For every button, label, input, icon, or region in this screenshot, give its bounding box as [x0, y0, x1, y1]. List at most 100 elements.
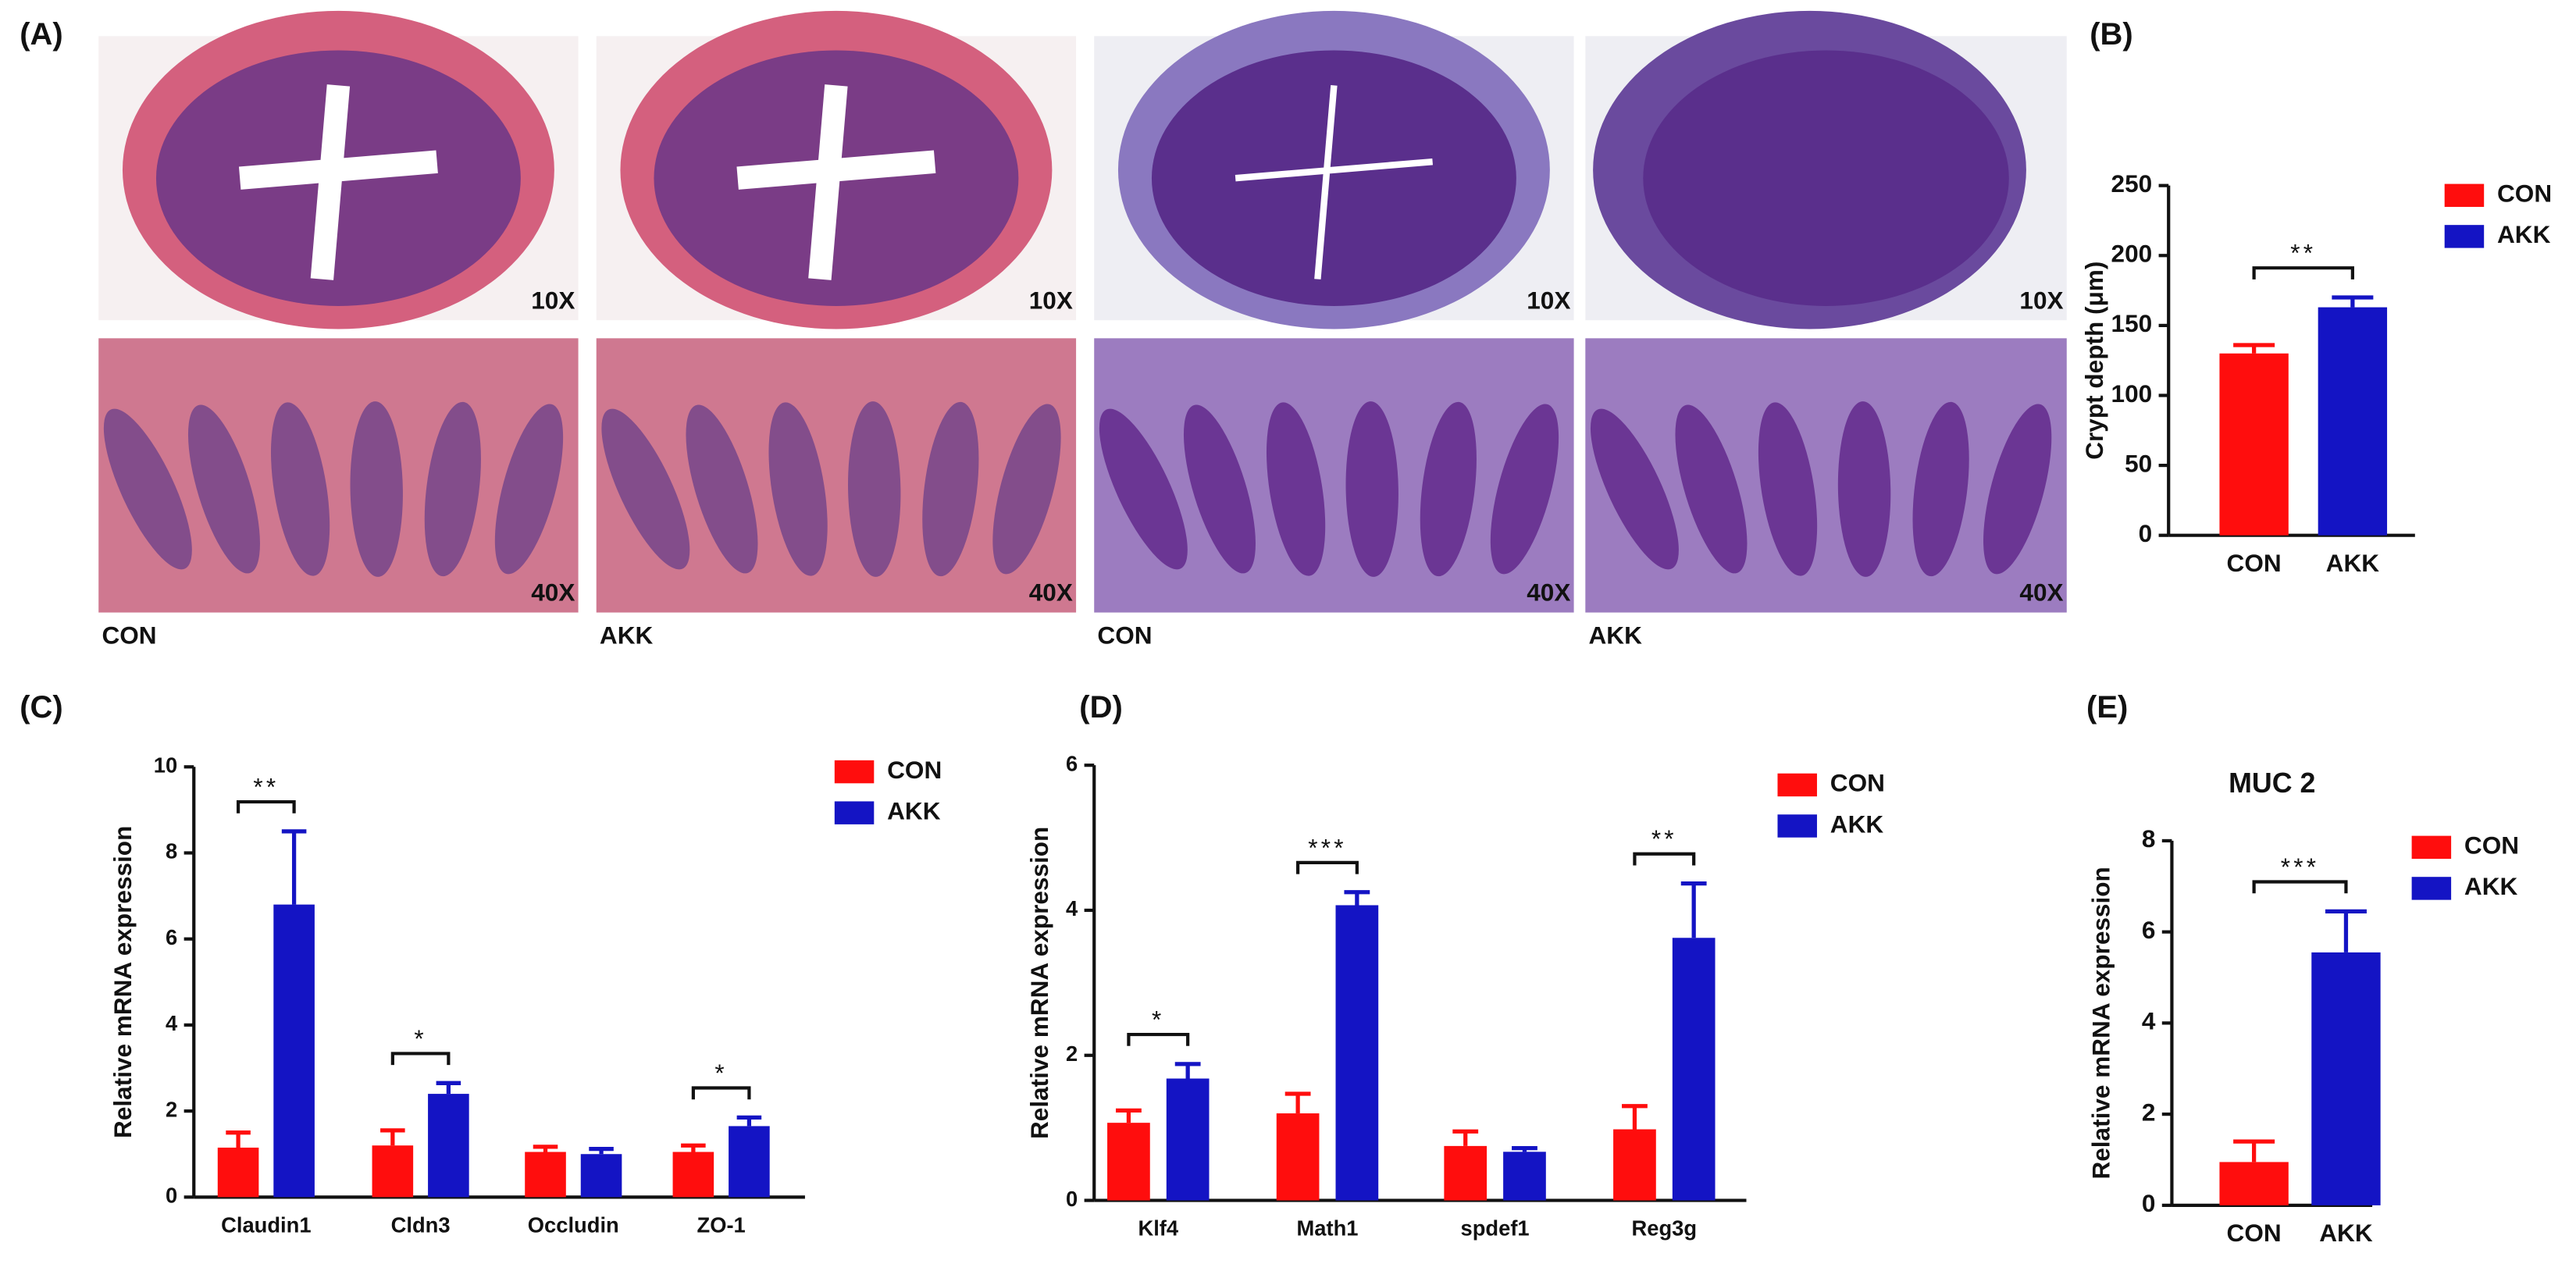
bar: [1335, 905, 1379, 1201]
x-tick-label: Reg3g: [1632, 1216, 1698, 1241]
bar: [525, 1152, 566, 1198]
histology-image: [1585, 338, 2067, 613]
error-bar: [436, 1081, 461, 1095]
panel-label: (A): [20, 17, 62, 52]
bar: [1613, 1129, 1656, 1201]
bar: [1166, 1078, 1210, 1201]
error-bar: [2325, 909, 2367, 952]
error-bar: [226, 1130, 251, 1148]
bar: [1672, 938, 1716, 1201]
bar: [580, 1154, 622, 1198]
legend-label: AKK: [1830, 810, 1884, 838]
group-label: CON: [102, 621, 156, 649]
gland: [601, 408, 690, 570]
histology-image: [98, 338, 579, 613]
bar: [217, 1147, 259, 1198]
y-tick-label: 6: [1066, 751, 1078, 775]
gland: [848, 401, 901, 577]
legend-label: AKK: [2464, 872, 2518, 900]
gland: [424, 401, 481, 577]
group-label: AKK: [600, 621, 654, 649]
legend-swatch: [2444, 225, 2485, 248]
error-bar: [1284, 1091, 1311, 1114]
magnification-label: 10X: [2019, 286, 2063, 314]
significance-label: **: [1651, 824, 1677, 853]
legend-label: CON: [887, 756, 942, 784]
histology-image: [1094, 338, 1574, 613]
x-tick-label: AKK: [2326, 549, 2380, 577]
x-tick-label: CON: [2227, 549, 2282, 577]
magnification-label: 10X: [531, 286, 575, 314]
legend-swatch: [2411, 835, 2452, 860]
legend-swatch: [2411, 877, 2452, 900]
y-tick-label: 10: [154, 753, 177, 777]
gland: [686, 404, 758, 574]
y-tick-label: 0: [1066, 1187, 1078, 1211]
significance-bracket: [1127, 1032, 1190, 1046]
gland: [1183, 404, 1256, 574]
y-axis-label: Relative mRNA expression: [1025, 827, 1053, 1139]
gland: [350, 401, 403, 577]
histology-image: [1094, 10, 1574, 329]
error-bar: [1344, 890, 1370, 906]
lumen: [736, 84, 936, 280]
y-tick-label: 4: [2142, 1007, 2156, 1035]
error-bar: [1680, 881, 1707, 938]
error-bar: [589, 1146, 614, 1155]
y-tick-label: 200: [2111, 240, 2153, 268]
gland: [1099, 408, 1188, 570]
bar: [1503, 1152, 1546, 1201]
group-label: CON: [1097, 621, 1152, 649]
x-tick-label: ZO-1: [697, 1212, 746, 1237]
significance-bracket: [1633, 852, 1696, 866]
x-tick-label: Klf4: [1138, 1216, 1178, 1241]
error-bar: [533, 1145, 558, 1152]
y-tick-label: 4: [1066, 896, 1078, 920]
panel-label: (E): [2086, 690, 2128, 725]
y-tick-label: 6: [2142, 916, 2156, 944]
error-bar: [2233, 1139, 2275, 1162]
histology-image: [98, 10, 579, 329]
bar: [2219, 353, 2289, 536]
bar: [2318, 307, 2388, 536]
y-tick-label: 150: [2111, 309, 2153, 337]
legend-swatch: [1777, 773, 1817, 797]
significance-label: **: [2290, 239, 2316, 267]
y-tick-label: 100: [2111, 379, 2153, 408]
error-bar: [736, 1115, 762, 1127]
y-tick-label: 0: [2142, 1189, 2156, 1217]
error-bar: [1116, 1108, 1142, 1123]
error-bar: [2332, 295, 2374, 308]
error-bar: [1622, 1104, 1648, 1130]
tissue-inner: [1643, 50, 2009, 306]
bar: [2311, 952, 2381, 1205]
gland: [1590, 408, 1679, 570]
y-tick-label: 6: [166, 925, 177, 949]
legend-swatch: [834, 760, 875, 784]
significance-label: ***: [1308, 833, 1346, 861]
y-tick-label: 2: [166, 1097, 177, 1121]
histology-image: [596, 338, 1077, 613]
gland: [187, 404, 260, 574]
y-tick-label: 4: [166, 1011, 178, 1035]
bar: [1444, 1145, 1488, 1201]
gland: [270, 402, 330, 576]
magnification-label: 40X: [1527, 579, 1570, 607]
error-bar: [281, 829, 307, 905]
significance-bracket: [390, 1052, 451, 1066]
gland: [1420, 401, 1477, 577]
error-bar: [681, 1143, 706, 1152]
bar: [273, 904, 315, 1198]
gland: [103, 408, 192, 570]
error-bar: [380, 1128, 405, 1146]
legend-swatch: [2444, 183, 2485, 208]
significance-label: *: [414, 1024, 426, 1052]
x-tick-label: AKK: [2319, 1219, 2373, 1247]
y-tick-label: 2: [1066, 1041, 1078, 1066]
bar: [372, 1145, 414, 1198]
legend-label: CON: [1830, 769, 1885, 797]
gland: [1675, 404, 1748, 574]
error-bar: [1174, 1062, 1201, 1079]
significance-bracket: [1296, 860, 1359, 874]
